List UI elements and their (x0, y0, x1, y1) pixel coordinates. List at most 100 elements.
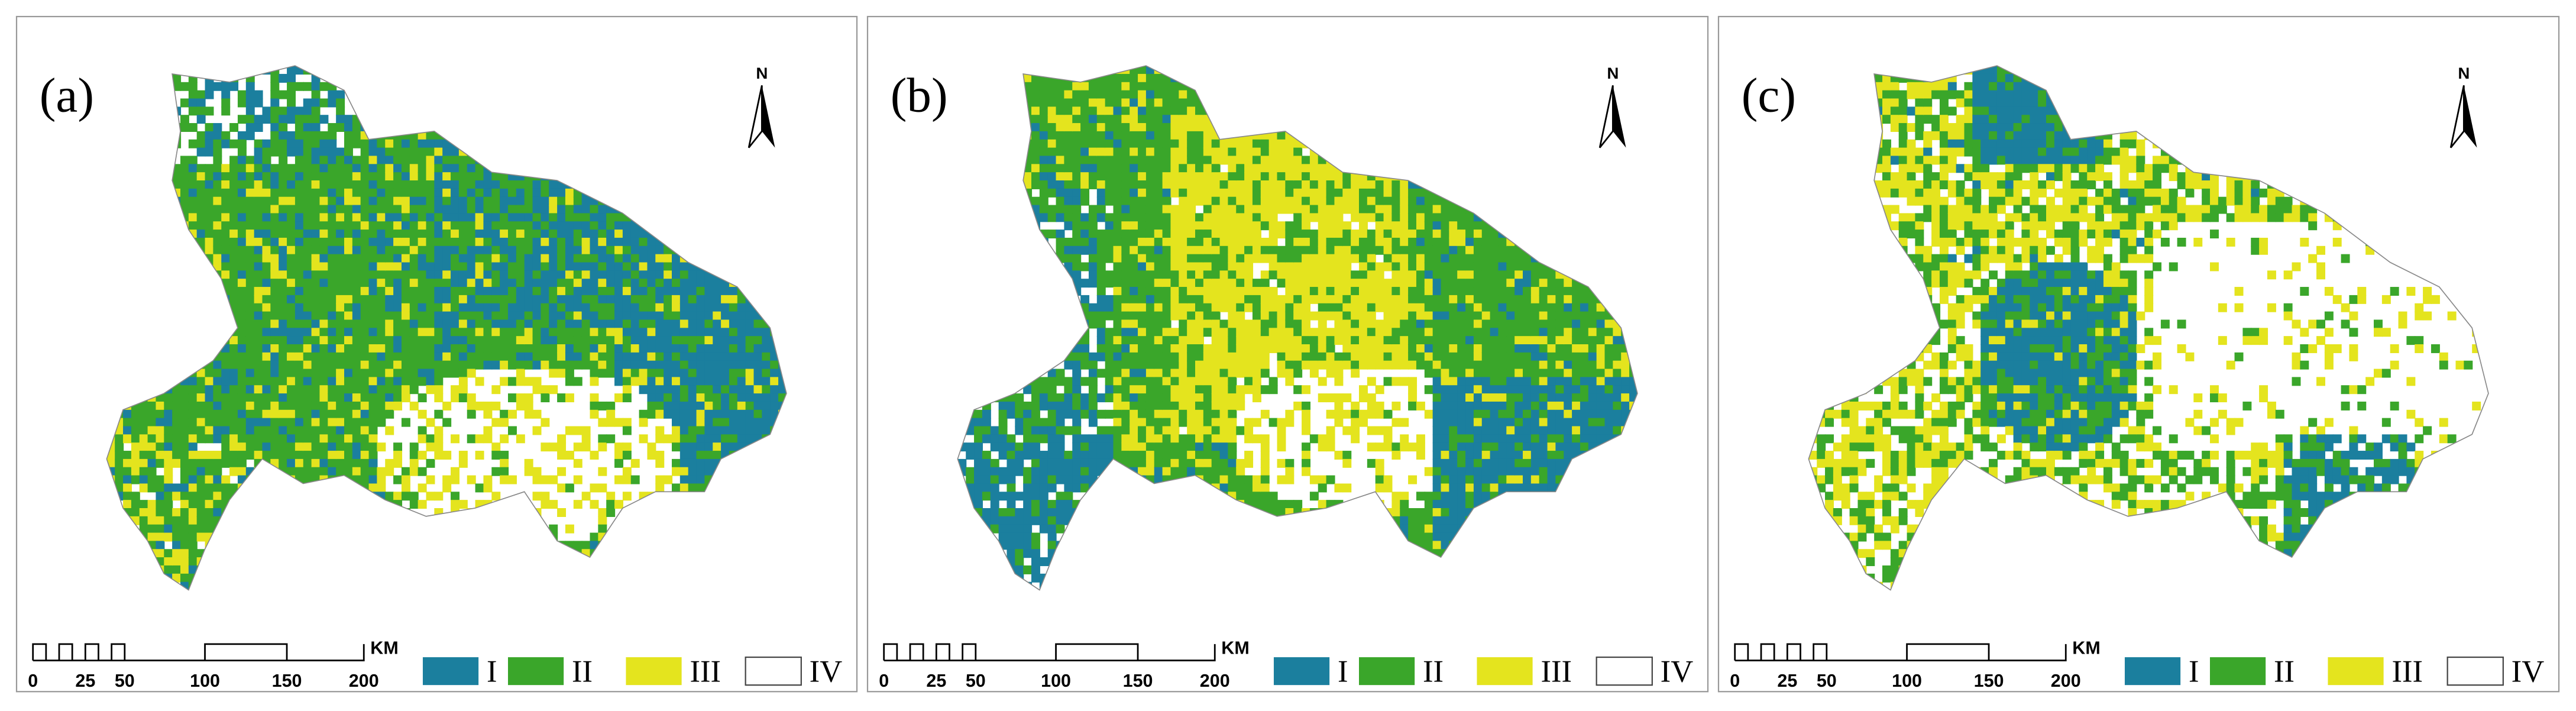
map-cell (442, 245, 452, 255)
map-cell (352, 336, 361, 345)
map-cell (123, 409, 132, 419)
map-cell (549, 180, 558, 189)
map-cell (196, 426, 206, 435)
map-cell (279, 147, 288, 157)
map-cell (762, 360, 771, 370)
map-cell (352, 188, 361, 198)
map-cell (139, 434, 148, 444)
map-cell (385, 458, 394, 468)
map-cell (360, 311, 370, 321)
map-cell (245, 418, 255, 427)
map-cell (606, 336, 616, 345)
map-cell (229, 82, 239, 91)
map-cell (172, 434, 182, 444)
map-cell (393, 492, 403, 501)
map-cell (279, 115, 288, 124)
map-cell (360, 303, 370, 312)
map-cell (704, 467, 714, 476)
map-cell (475, 270, 484, 280)
map-cell (393, 401, 403, 411)
map-cell (352, 172, 361, 182)
map-cell (770, 369, 779, 378)
map-cell (458, 156, 468, 165)
map-cell (377, 279, 386, 288)
map-cell (672, 352, 681, 361)
map-cell (565, 336, 574, 345)
map-cell (418, 230, 427, 239)
map-cell (426, 369, 435, 378)
map-cell (401, 418, 410, 427)
map-cell (245, 123, 255, 132)
map-cell (508, 230, 517, 239)
map-cell (451, 303, 460, 312)
map-cell (541, 237, 550, 247)
map-cell (303, 106, 312, 116)
map-cell (581, 328, 591, 337)
map-cell (279, 426, 288, 435)
map-cell (614, 319, 624, 329)
map-cell (704, 369, 714, 378)
map-cell (344, 434, 353, 444)
map-cell (614, 360, 624, 370)
map-cell (532, 287, 542, 296)
map-cell (352, 369, 361, 378)
map-cell (360, 139, 370, 148)
map-cell (270, 262, 280, 272)
map-cell (336, 147, 345, 157)
map-cell (336, 401, 345, 411)
map-cell (475, 180, 484, 189)
map-cell (500, 245, 509, 255)
map-cell (639, 409, 648, 419)
map-cell (287, 467, 296, 476)
map-cell (401, 369, 410, 378)
map-cell (598, 279, 607, 288)
map-cell (565, 352, 574, 361)
map-cell (180, 418, 189, 427)
map-cell (679, 295, 689, 304)
map-cell (573, 270, 582, 280)
map-cell (229, 401, 239, 411)
map-cell (221, 131, 231, 140)
map-cell (704, 360, 714, 370)
map-cell (409, 196, 419, 206)
map-cell (516, 369, 525, 378)
map-cell (196, 106, 206, 116)
map-cell (426, 180, 435, 189)
map-cell (279, 360, 288, 370)
map-cell (213, 500, 222, 509)
map-cell (319, 131, 329, 140)
map-cell (696, 475, 706, 484)
map-cell (762, 385, 771, 395)
map-cell (426, 164, 435, 173)
map-cell (336, 279, 345, 288)
map-cell (172, 451, 182, 460)
map-cell (679, 409, 689, 419)
map-cell (336, 106, 345, 116)
map-cell (557, 442, 567, 452)
map-cell (287, 230, 296, 239)
map-cell (360, 213, 370, 222)
map-cell (647, 401, 656, 411)
map-cell (311, 303, 321, 312)
map-cell (475, 352, 484, 361)
map-cell (319, 442, 329, 452)
map-cell (639, 295, 648, 304)
map-cell (123, 451, 132, 460)
map-cell (549, 287, 558, 296)
map-cell (565, 524, 574, 534)
map-cell (549, 319, 558, 329)
map-cell (237, 270, 247, 280)
map-cell (319, 279, 329, 288)
map-cell (458, 336, 468, 345)
map-cell (328, 180, 337, 189)
map-cell (426, 295, 435, 304)
map-cell (254, 245, 263, 255)
map-cell (229, 270, 239, 280)
map-cell (360, 188, 370, 198)
map-cell (377, 393, 386, 403)
map-cell (721, 401, 730, 411)
map-cell (205, 451, 214, 460)
map-cell (245, 188, 255, 198)
map-cell (418, 311, 427, 321)
map-cell (557, 434, 567, 444)
